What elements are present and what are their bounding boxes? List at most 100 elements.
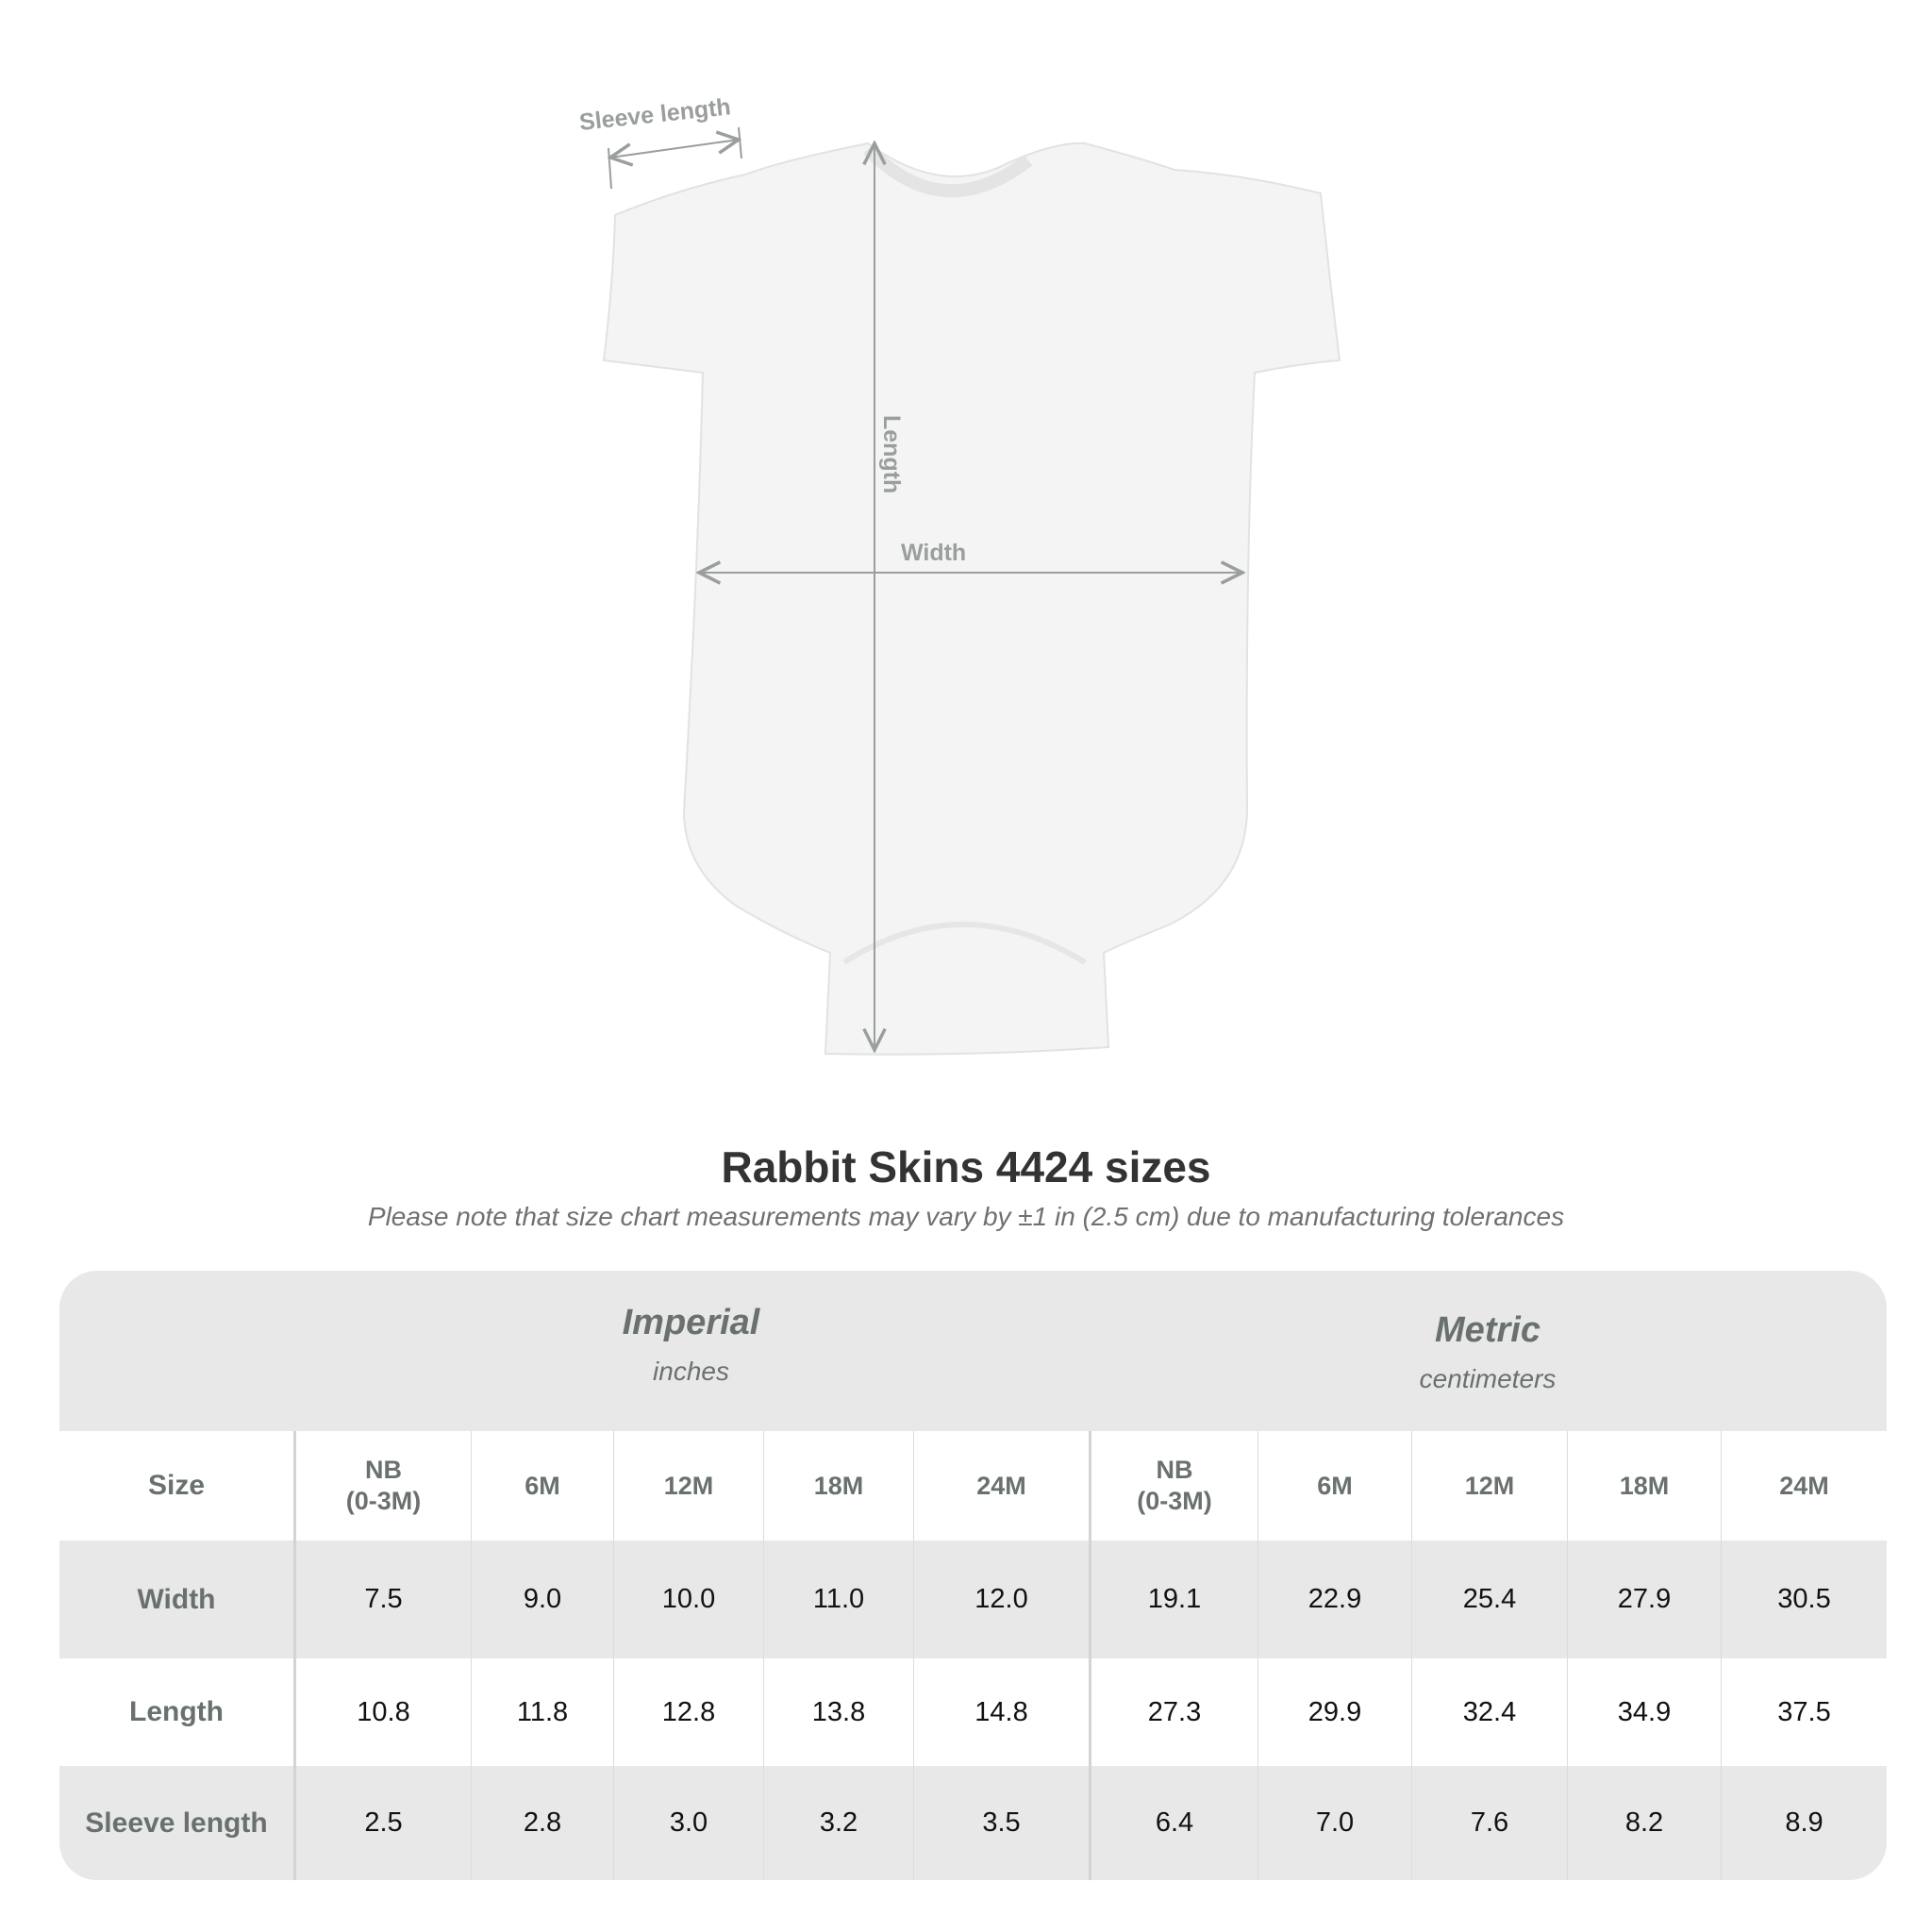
measurement-value: 2.5	[364, 1807, 403, 1838]
size-column-header: 24M	[976, 1471, 1026, 1500]
table-cell: 7.0	[1257, 1766, 1411, 1880]
measurement-value: 32.4	[1462, 1696, 1517, 1727]
onesie-diagram: Sleeve length Length Width	[578, 93, 1341, 1056]
size-column-header: NB (0-3M)	[345, 1456, 422, 1515]
table-cell: 12M	[1411, 1431, 1567, 1541]
table-cell: 18M	[763, 1431, 913, 1541]
row-label: Length	[129, 1696, 224, 1727]
table-row: Width 7.5 9.0 10.0 11.0 12.0 19.1 22.9 25.4 27.9 3…	[59, 1541, 1887, 1658]
table-cell: 18M	[1567, 1431, 1721, 1541]
size-column-header: NB (0-3M)	[1137, 1456, 1212, 1515]
table-cell: 7.5	[293, 1541, 471, 1658]
table-cell: 19.1	[1089, 1541, 1257, 1658]
row-label: Width	[137, 1583, 216, 1615]
table-cell: 7.6	[1411, 1766, 1567, 1880]
measurement-value: 12.8	[661, 1696, 716, 1727]
table-cell: 12.0	[913, 1541, 1089, 1658]
size-column-header: 18M	[1619, 1471, 1670, 1500]
table-cell: 6.4	[1089, 1766, 1257, 1880]
table-cell: 34.9	[1567, 1658, 1721, 1766]
table-cell: 37.5	[1721, 1658, 1887, 1766]
measurement-value: 8.2	[1624, 1807, 1664, 1838]
measurement-value: 11.0	[812, 1584, 865, 1614]
size-column-header: 12M	[1464, 1471, 1515, 1500]
table-cell: 30.5	[1721, 1541, 1887, 1658]
table-cell: 12M	[613, 1431, 763, 1541]
table-cell: 32.4	[1411, 1658, 1567, 1766]
table-cell: 24M	[913, 1431, 1089, 1541]
table-cell: 2.8	[471, 1766, 613, 1880]
table-cell: 3.2	[763, 1766, 913, 1880]
measurement-value: 9.0	[523, 1584, 562, 1614]
width-label: Width	[901, 540, 966, 566]
table-cell: 3.5	[913, 1766, 1089, 1880]
size-column-header: 24M	[1779, 1471, 1829, 1500]
table-row: Sleeve length 2.5 2.8 3.0 3.2 3.5 6.4 7.0 7.6 8.2…	[59, 1766, 1887, 1880]
measurement-value: 11.8	[516, 1696, 569, 1727]
measurement-value: 12.0	[974, 1584, 1028, 1614]
size-label: Size	[147, 1470, 206, 1501]
table-cell: 10.8	[293, 1658, 471, 1766]
measurement-value: 10.0	[661, 1584, 716, 1614]
table-cell: 11.0	[763, 1541, 913, 1658]
table-cell: 13.8	[763, 1658, 913, 1766]
metric-unit: centimeters	[1419, 1364, 1557, 1393]
table-row: Length 10.8 11.8 12.8 13.8 14.8 27.3 29.9 32.4 34…	[59, 1658, 1887, 1766]
table-cell: 25.4	[1411, 1541, 1567, 1658]
table-cell: 29.9	[1257, 1658, 1411, 1766]
table-cell: NB (0-3M)	[1089, 1431, 1257, 1541]
measurement-value: 34.9	[1617, 1696, 1672, 1727]
size-column-header: 6M	[525, 1471, 560, 1500]
table-cell: 11.8	[471, 1658, 613, 1766]
table-cell: 10.0	[613, 1541, 763, 1658]
unit-header: Imperial inches Metric centimeters	[59, 1271, 1887, 1431]
table-cell: 14.8	[913, 1658, 1089, 1766]
table-cell: 2.5	[293, 1766, 471, 1880]
table-cell: 8.9	[1721, 1766, 1887, 1880]
measurement-value: 6.4	[1155, 1807, 1194, 1838]
size-column-header: 12M	[663, 1471, 714, 1500]
row-header-cell: Sleeve length	[59, 1766, 293, 1880]
measurement-value: 3.0	[669, 1807, 708, 1838]
imperial-header: Imperial inches	[293, 1303, 1089, 1387]
measurement-value: 7.6	[1470, 1807, 1509, 1838]
metric-title: Metric	[1435, 1310, 1541, 1350]
table-cell: 24M	[1721, 1431, 1887, 1541]
table-cell: NB (0-3M)	[293, 1431, 471, 1541]
table-cell: 3.0	[613, 1766, 763, 1880]
page-title: Rabbit Skins 4424 sizes	[721, 1142, 1211, 1191]
measurement-value: 7.5	[364, 1584, 403, 1614]
onesie-body	[602, 142, 1341, 1056]
length-label: Length	[878, 415, 905, 493]
table-cell: 22.9	[1257, 1541, 1411, 1658]
measurement-value: 29.9	[1307, 1696, 1362, 1727]
measurement-value: 19.1	[1147, 1584, 1202, 1614]
row-label: Sleeve length	[85, 1807, 268, 1839]
tolerance-note: Please note that size chart measurements…	[367, 1202, 1565, 1231]
row-header-cell: Size	[59, 1431, 293, 1541]
measurement-value: 22.9	[1307, 1584, 1362, 1614]
measurement-value: 27.9	[1617, 1584, 1672, 1614]
table-cell: 6M	[471, 1431, 613, 1541]
table-cell: 27.9	[1567, 1541, 1721, 1658]
measurement-value: 14.8	[974, 1696, 1028, 1727]
measurement-value: 3.5	[982, 1807, 1021, 1838]
measurement-value: 37.5	[1777, 1696, 1831, 1727]
measurement-value: 13.8	[811, 1696, 866, 1727]
measurement-value: 8.9	[1785, 1807, 1824, 1838]
row-header-cell: Width	[59, 1541, 293, 1658]
measurement-value: 27.3	[1147, 1696, 1202, 1727]
table-cell: 9.0	[471, 1541, 613, 1658]
table-cell: 8.2	[1567, 1766, 1721, 1880]
table-cell: 12.8	[613, 1658, 763, 1766]
metric-header: Metric centimeters	[1089, 1310, 1887, 1394]
table-cell: 27.3	[1089, 1658, 1257, 1766]
table-cell: 6M	[1257, 1431, 1411, 1541]
size-column-header: 18M	[813, 1471, 864, 1500]
measurement-value: 10.8	[357, 1696, 410, 1727]
size-table: Imperial inches Metric centimeters Size N…	[59, 1271, 1887, 1880]
size-column-header: 6M	[1317, 1471, 1353, 1500]
imperial-unit: inches	[653, 1357, 729, 1386]
measurement-value: 7.0	[1315, 1807, 1355, 1838]
row-header-cell: Length	[59, 1658, 293, 1766]
